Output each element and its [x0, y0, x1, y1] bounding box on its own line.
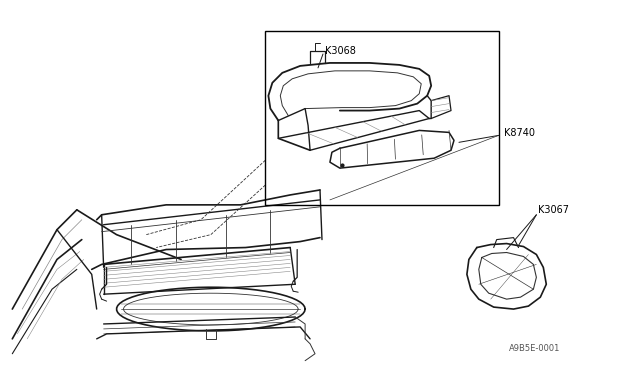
Text: A9B5E-0001: A9B5E-0001	[509, 344, 560, 353]
Text: K3067: K3067	[538, 205, 570, 215]
Text: K8740: K8740	[504, 128, 534, 138]
Text: K3068: K3068	[325, 46, 356, 56]
Bar	[266, 31, 499, 205]
